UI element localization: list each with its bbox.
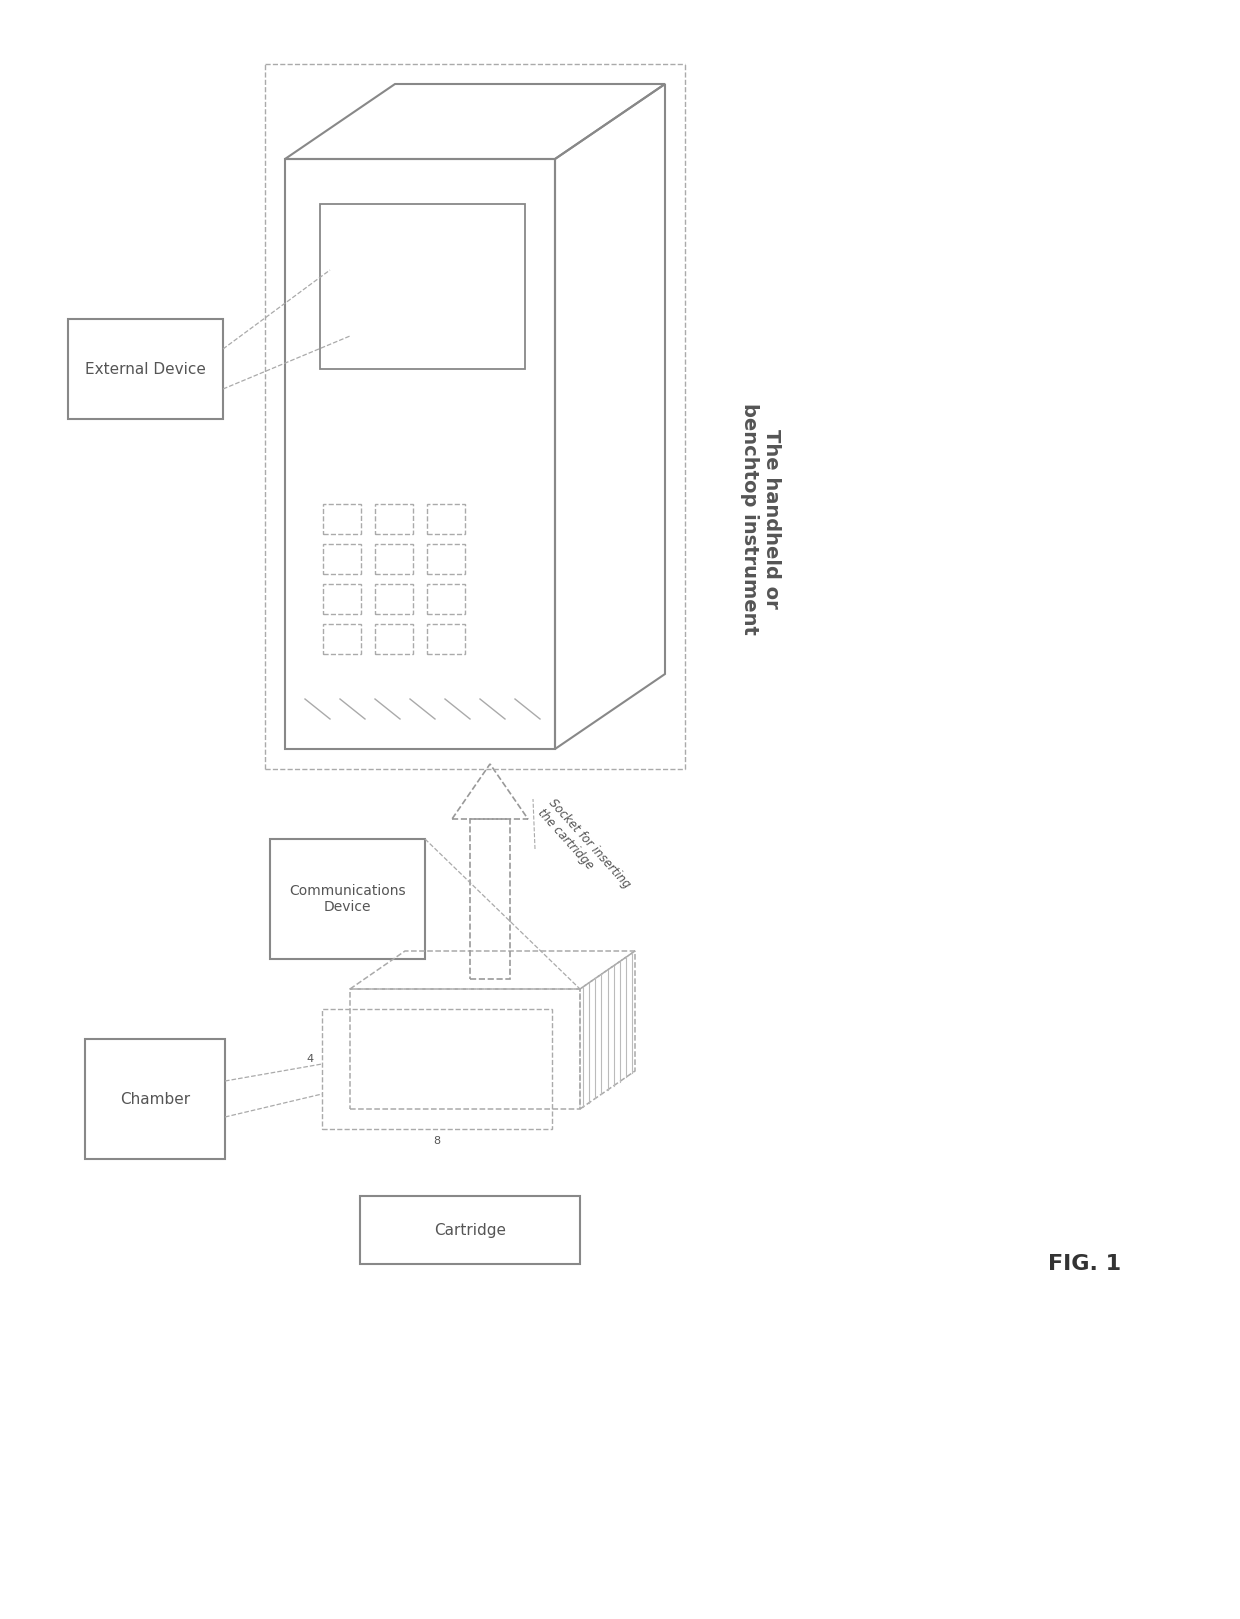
Text: 8: 8 [434,1137,440,1146]
Text: The handheld or
benchtop instrument: The handheld or benchtop instrument [739,403,780,635]
Text: Chamber: Chamber [120,1091,190,1106]
Text: Cartridge: Cartridge [434,1222,506,1237]
Text: External Device: External Device [86,361,206,377]
Text: Communications
Device: Communications Device [289,884,405,915]
Text: Socket for inserting
the cartridge: Socket for inserting the cartridge [534,797,634,902]
Text: FIG. 1: FIG. 1 [1049,1255,1121,1274]
Text: 4: 4 [306,1054,314,1064]
